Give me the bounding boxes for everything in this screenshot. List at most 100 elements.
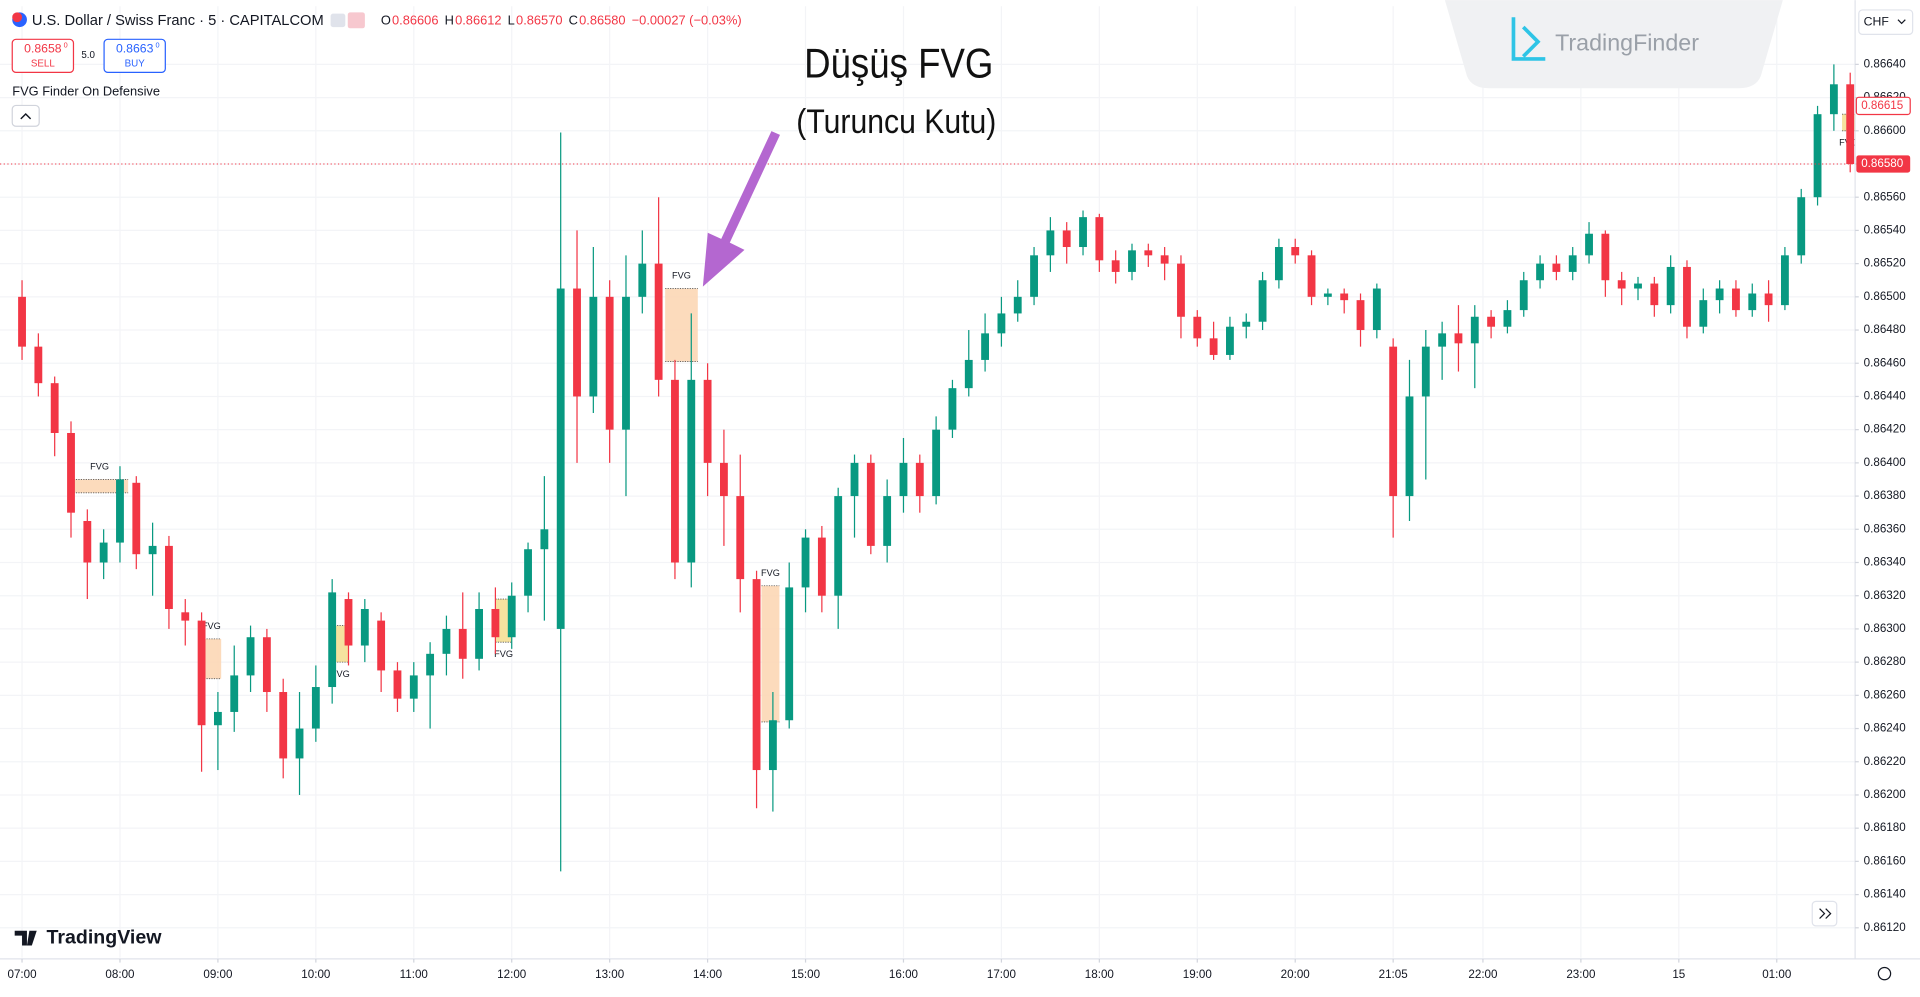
- candle-body: [1046, 230, 1055, 256]
- settings-icon[interactable]: [1877, 966, 1892, 981]
- candle-body: [1438, 333, 1447, 347]
- x-tick-label: 12:00: [497, 968, 527, 981]
- candle-body: [1617, 280, 1626, 289]
- ohlc-key: L: [508, 12, 515, 27]
- candle-body: [638, 263, 647, 297]
- fvg-box: [201, 638, 222, 679]
- candle-body: [1226, 326, 1234, 355]
- candle-body: [1062, 230, 1071, 248]
- indicator-name: FVG Finder On Defensive: [12, 83, 160, 98]
- sell-box[interactable]: [11, 38, 75, 73]
- candle-body: [768, 720, 777, 771]
- x-tick-label: 16:00: [889, 968, 919, 981]
- candle-body: [1372, 288, 1381, 331]
- last-price-label: 0.86580: [1861, 157, 1904, 170]
- candle-body: [393, 670, 402, 699]
- currency-button[interactable]: [1858, 9, 1914, 36]
- candle-body: [1846, 84, 1855, 164]
- candle-body: [377, 620, 386, 671]
- fvg-label: FVG: [202, 621, 221, 631]
- candle-body: [1780, 255, 1789, 306]
- sell-price: 0.8658: [24, 41, 62, 55]
- fvg-label: FVG: [672, 271, 691, 281]
- x-tick-label: 18:00: [1085, 968, 1115, 981]
- candle-body: [328, 592, 337, 688]
- symbol-icon: [12, 12, 23, 23]
- candle-body: [997, 313, 1006, 334]
- y-tick-label: 0.86280: [1864, 655, 1907, 668]
- candle-body: [1079, 217, 1087, 248]
- y-tick-label: 0.86120: [1864, 921, 1907, 934]
- ohlc-header: O 0.86606 H 0.86612 L 0.86570 C 0.86580 −0.00027…: [381, 12, 742, 27]
- y-tick-label: 0.86200: [1864, 788, 1907, 801]
- price-marker-label: 0.86615: [1861, 99, 1903, 112]
- fvg-label: FVG: [331, 669, 350, 679]
- sell-pip: 0: [64, 40, 68, 49]
- candle-body: [1307, 255, 1316, 297]
- tv-logo-text: TradingView: [47, 926, 163, 948]
- candle-body: [1829, 84, 1838, 115]
- candle-body: [1095, 217, 1104, 261]
- y-tick-label: 0.86520: [1864, 257, 1907, 270]
- candle-body: [1683, 266, 1691, 327]
- candle-body: [1715, 288, 1724, 301]
- fvg-box: [71, 479, 129, 493]
- time-axis-panel: [0, 958, 1920, 997]
- candle-body: [262, 637, 271, 693]
- collapse-button[interactable]: [11, 104, 40, 127]
- currency: CHF: [1864, 14, 1889, 28]
- y-tick-label: 0.86460: [1864, 356, 1907, 369]
- status-icon: [330, 13, 346, 28]
- candle-body: [964, 359, 973, 389]
- x-tick-label: 13:00: [595, 968, 625, 981]
- candle-body: [1421, 346, 1430, 397]
- candle-body: [426, 653, 435, 676]
- x-tick-label: 11:00: [400, 968, 429, 981]
- buy-box[interactable]: [103, 38, 166, 73]
- y-tick-label: 0.86420: [1864, 423, 1907, 436]
- fvg-label: FVG: [761, 568, 780, 578]
- candle-body: [801, 537, 810, 588]
- watermark-panel: [1444, 0, 1783, 89]
- candle-body: [866, 462, 875, 546]
- candle-body: [475, 608, 483, 659]
- candle-body: [1797, 197, 1806, 256]
- y-tick-label: 0.86240: [1864, 722, 1907, 735]
- ohlc-value: 0.86580: [579, 12, 625, 27]
- buy-label: BUY: [125, 58, 146, 69]
- candle-body: [1340, 293, 1349, 301]
- candle-body: [181, 612, 190, 621]
- candle-body: [752, 579, 761, 771]
- candle-body: [1030, 255, 1038, 297]
- candle-body: [720, 462, 728, 497]
- candle-body: [915, 462, 924, 497]
- buy-price: 0.8663: [116, 41, 154, 55]
- sell-button[interactable]: 0.8658 0 SELL: [11, 38, 75, 73]
- ohlc-value: 0.86570: [516, 12, 562, 27]
- candle-body: [1356, 300, 1365, 331]
- y-tick-label: 0.86600: [1864, 124, 1907, 137]
- candle-body: [1177, 263, 1185, 317]
- candle-body: [1209, 338, 1218, 355]
- buy-button[interactable]: 0.8663 0 BUY: [103, 38, 166, 73]
- candle-body: [360, 608, 369, 646]
- candle-body: [817, 537, 826, 596]
- annotation-subtitle: (Turuncu Kutu): [796, 102, 996, 140]
- spread: 5.0: [81, 50, 95, 61]
- candle-body: [1274, 247, 1283, 281]
- x-tick-label: 07:00: [7, 968, 37, 981]
- y-tick-label: 0.86140: [1864, 888, 1907, 901]
- y-tick-label: 0.86300: [1864, 622, 1907, 635]
- x-tick-label: 09:00: [203, 968, 233, 981]
- price-marker-box: [1855, 96, 1911, 116]
- candle-body: [507, 595, 516, 638]
- y-tick-label: 0.86440: [1864, 390, 1907, 403]
- candle-body: [1552, 263, 1561, 272]
- candle-body: [1323, 293, 1332, 297]
- candle-body: [556, 288, 565, 629]
- x-tick-label: 21:05: [1379, 968, 1408, 981]
- currency-caret: [1897, 19, 1906, 25]
